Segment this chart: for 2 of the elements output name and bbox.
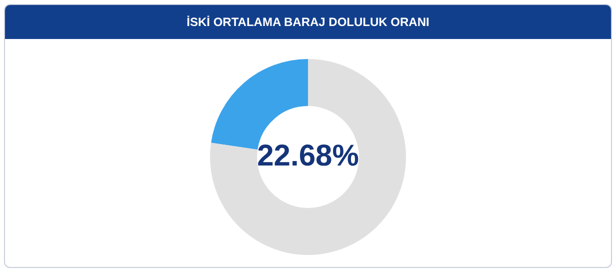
chart-title: İSKİ ORTALAMA BARAJ DOLULUK ORANI bbox=[5, 5, 611, 39]
data-label: 22.68% bbox=[257, 139, 359, 172]
